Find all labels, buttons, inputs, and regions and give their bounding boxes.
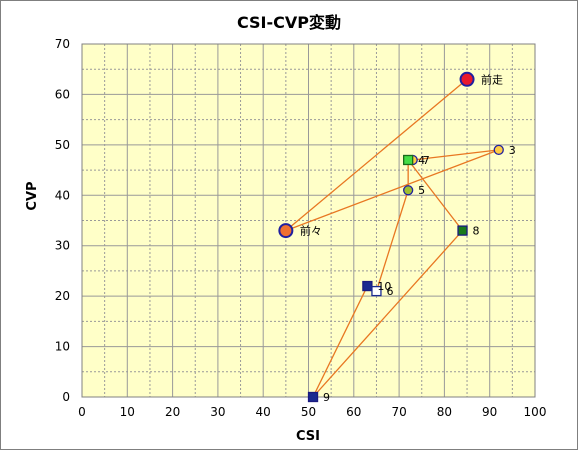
marker-4 xyxy=(403,154,414,166)
path-segment xyxy=(285,78,468,232)
x-tick-label: 80 xyxy=(437,405,452,419)
marker-10 xyxy=(362,280,373,292)
point-label-前走: 前走 xyxy=(481,72,503,86)
marker-5 xyxy=(403,185,414,196)
path-segment xyxy=(312,285,368,398)
x-tick-label: 20 xyxy=(165,405,180,419)
point-label-5: 5 xyxy=(418,184,425,197)
marker-8 xyxy=(457,225,468,236)
y-tick-label: 40 xyxy=(55,188,70,202)
path-segment xyxy=(312,230,464,398)
point-label-4: 4 xyxy=(418,154,425,167)
point-label-6: 6 xyxy=(386,285,393,298)
y-tick-label: 10 xyxy=(55,340,70,354)
y-tick-label: 50 xyxy=(55,138,70,152)
x-tick-label: 0 xyxy=(78,405,86,419)
marker-3 xyxy=(493,144,504,156)
point-label-7: 7 xyxy=(423,154,430,167)
marker-9 xyxy=(307,391,319,403)
y-axis-ticks: 0 10 20 30 40 50 60 70 xyxy=(55,37,70,404)
grid xyxy=(81,43,536,398)
x-tick-label: 70 xyxy=(391,405,406,419)
point-label-9: 9 xyxy=(323,391,330,404)
y-axis-label: CVP xyxy=(25,181,40,210)
x-tick-label: 60 xyxy=(346,405,361,419)
x-tick-label: 40 xyxy=(256,405,271,419)
path-segment xyxy=(407,159,464,231)
marker-前々 xyxy=(278,223,294,239)
x-tick-label: 90 xyxy=(482,405,497,419)
marker-前走 xyxy=(459,71,475,87)
y-tick-label: 20 xyxy=(55,289,70,303)
data-markers xyxy=(278,71,504,403)
point-label-前々: 前々 xyxy=(300,224,322,238)
path-segment xyxy=(285,149,499,232)
y-tick-label: 70 xyxy=(55,37,70,51)
point-labels: 前々 前走 3 5 74 8 106 9 xyxy=(300,72,516,404)
chart-title: CSI-CVP変動 xyxy=(237,13,341,32)
path-segment xyxy=(375,190,409,292)
x-tick-label: 30 xyxy=(210,405,225,419)
x-tick-label: 10 xyxy=(120,405,135,419)
x-axis-label: CSI xyxy=(296,429,320,444)
y-tick-label: 0 xyxy=(62,390,70,404)
path-segment xyxy=(412,149,499,161)
point-label-8: 8 xyxy=(473,225,480,238)
point-label-3: 3 xyxy=(509,144,516,157)
marker-6 xyxy=(371,285,382,297)
x-tick-label: 50 xyxy=(301,405,316,419)
point-label-10: 10 xyxy=(377,280,391,293)
x-axis-ticks: 0 10 20 30 40 50 60 70 80 90 100 xyxy=(78,405,546,419)
y-tick-label: 60 xyxy=(55,87,70,101)
path-lines xyxy=(285,78,499,398)
x-tick-label: 100 xyxy=(524,405,547,419)
y-tick-label: 30 xyxy=(55,239,70,253)
